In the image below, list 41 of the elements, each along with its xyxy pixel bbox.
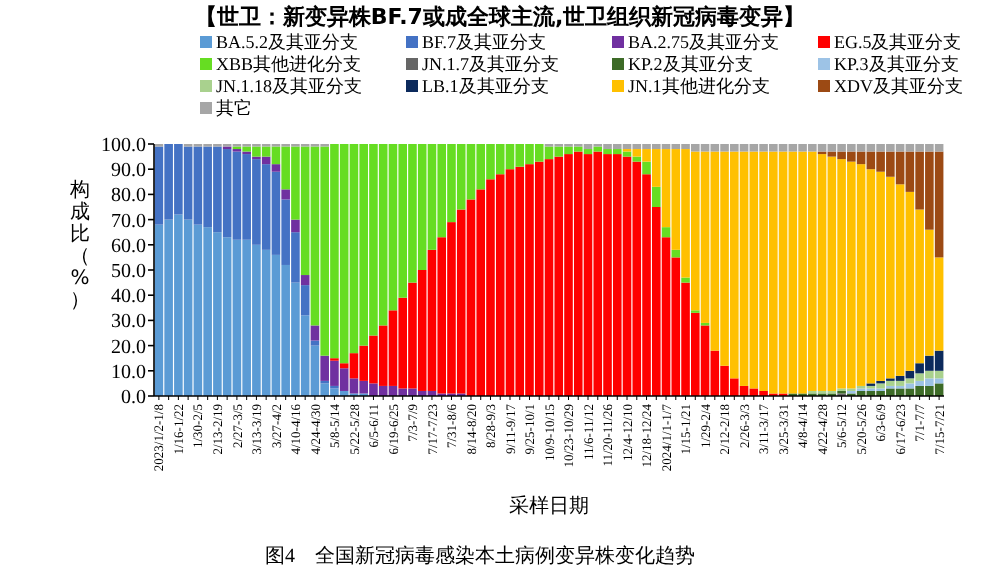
legend-label: JN.1其他进化分支 bbox=[628, 76, 770, 96]
bar bbox=[291, 219, 300, 233]
bar bbox=[271, 164, 281, 172]
bar bbox=[642, 161, 651, 175]
bar bbox=[300, 275, 310, 286]
y-tick-label: 90.0 bbox=[111, 160, 146, 183]
bar bbox=[651, 186, 661, 207]
legend-label: JN.1.18及其亚分支 bbox=[216, 76, 363, 96]
legend-label: BA.2.75及其亚分支 bbox=[628, 32, 780, 52]
legend-label: 其它 bbox=[216, 98, 252, 118]
legend-label: JN.1.7及其亚分支 bbox=[422, 54, 560, 74]
y-tick-label: 100.0 bbox=[101, 135, 146, 157]
y-tick-label: 80.0 bbox=[111, 185, 146, 208]
y-tick-label: 10.0 bbox=[111, 361, 146, 384]
bar bbox=[300, 285, 310, 316]
legend-label: BF.7及其亚分支 bbox=[422, 32, 547, 52]
y-axis-title: 构成比（%） bbox=[68, 178, 90, 312]
y-tick-label: 20.0 bbox=[111, 336, 146, 359]
legend-label: XBB其他进化分支 bbox=[216, 54, 362, 74]
bar bbox=[671, 249, 681, 258]
bar bbox=[661, 227, 671, 238]
y-tick-label: 60.0 bbox=[111, 235, 146, 258]
y-tick-label: 40.0 bbox=[111, 286, 146, 309]
legend-label: EG.5及其亚分支 bbox=[834, 32, 962, 52]
legend-label: LB.1及其亚分支 bbox=[422, 76, 549, 96]
legend-label: KP.3及其亚分支 bbox=[834, 54, 959, 74]
y-tick-label: 70.0 bbox=[111, 210, 146, 233]
bar bbox=[310, 325, 320, 341]
legend-label: XDV及其亚分支 bbox=[834, 76, 963, 96]
chart-title: 【世卫：新变异株BF.7或成全球主流,世卫组织新冠病毒变异】 bbox=[194, 4, 806, 30]
bar bbox=[281, 189, 290, 200]
legend-label: BA.5.2及其亚分支 bbox=[216, 32, 359, 52]
bar bbox=[681, 277, 690, 283]
x-axis-title: 采样日期 bbox=[509, 494, 589, 518]
bar bbox=[632, 156, 642, 162]
bar bbox=[310, 340, 320, 346]
legend-label: KP.2及其亚分支 bbox=[628, 54, 753, 74]
y-tick-label: 0.0 bbox=[121, 387, 146, 409]
y-tick-label: 50.0 bbox=[111, 261, 146, 283]
y-tick-label: 30.0 bbox=[111, 311, 146, 334]
caption: 图4 全国新冠病毒感染本土病例变异株变化趋势 bbox=[265, 544, 695, 568]
